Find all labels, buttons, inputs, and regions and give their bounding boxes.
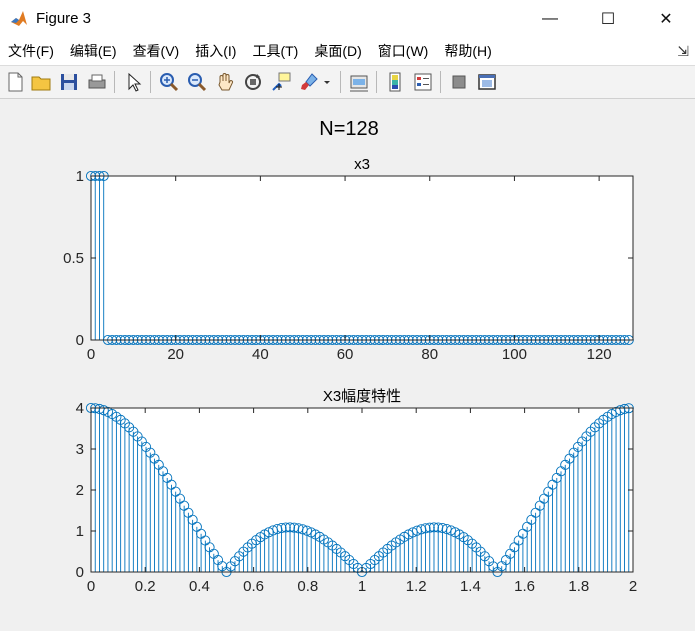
x-tick-label: 1.8 xyxy=(568,578,589,595)
ticks-X3: 0 0.2 0.4 0.6 0.8 1 1.2 1.4 1.6 1.8 2 0 1 2 3 4 xyxy=(76,400,638,595)
stem-marker xyxy=(301,525,313,536)
y-tick-label: 0.5 xyxy=(63,250,84,267)
menu-view[interactable]: 查看(V) xyxy=(132,43,180,59)
print-icon[interactable] xyxy=(86,71,108,93)
data-cursor-icon[interactable] xyxy=(270,71,292,93)
axes-X3-title: X3幅度特性 xyxy=(323,388,401,405)
y-tick-label: 0 xyxy=(76,564,84,581)
stem-marker xyxy=(433,522,444,533)
x-tick-label: 60 xyxy=(337,346,354,363)
y-tick-label: 0 xyxy=(76,332,84,349)
x-tick-label: 0.8 xyxy=(297,578,318,595)
axes-x3-title: x3 xyxy=(354,156,370,173)
open-folder-icon[interactable] xyxy=(30,71,52,93)
menu-window[interactable]: 窗口(W) xyxy=(377,43,429,59)
menu-tools[interactable]: 工具(T) xyxy=(252,43,299,59)
stems-X3 xyxy=(85,402,634,578)
x-tick-label: 80 xyxy=(421,346,438,363)
title-bar: Figure 3 — ☐ ✕ xyxy=(0,0,695,37)
y-tick-label: 3 xyxy=(76,441,84,458)
minimize-button[interactable]: — xyxy=(521,0,579,37)
x-tick-label: 20 xyxy=(167,346,184,363)
x-tick-label: 0.6 xyxy=(243,578,264,595)
rotate-3d-icon[interactable] xyxy=(242,71,264,93)
x-tick-label: 40 xyxy=(252,346,269,363)
maximize-icon: ☐ xyxy=(600,10,616,28)
menu-edit[interactable]: 编辑(E) xyxy=(69,43,117,59)
window-title: Figure 3 xyxy=(36,10,92,27)
figure-canvas: N=128 x3 0 20 40 60 80 100 120 0 0.5 1 X3幅度特性 0 0.… xyxy=(0,99,695,626)
axes-x3: x3 0 20 40 60 80 100 120 0 0.5 1 xyxy=(63,156,634,363)
axes-x3-background xyxy=(91,176,633,340)
close-button[interactable]: ✕ xyxy=(637,0,695,37)
axes-X3-background xyxy=(91,408,633,572)
toolbar-separator xyxy=(440,71,441,93)
colorbar-icon[interactable] xyxy=(384,71,406,93)
toolbar xyxy=(0,66,695,99)
stem-marker xyxy=(428,522,440,533)
zoom-in-icon[interactable] xyxy=(158,71,180,93)
save-icon[interactable] xyxy=(58,71,80,93)
menu-bar: 文件(F) 编辑(E) 查看(V) 插入(I) 工具(T) 桌面(D) 窗口(W… xyxy=(0,37,695,66)
toolbar-separator xyxy=(150,71,151,93)
link-plot-icon[interactable] xyxy=(348,71,370,93)
super-title: N=128 xyxy=(319,118,379,140)
zoom-out-icon[interactable] xyxy=(186,71,208,93)
x-tick-label: 0.4 xyxy=(189,578,210,595)
maximize-button[interactable]: ☐ xyxy=(579,0,637,37)
stem-marker xyxy=(445,525,456,536)
pointer-icon[interactable] xyxy=(122,71,144,93)
menu-dock-icon[interactable]: ⇲ xyxy=(677,43,689,59)
brush-icon[interactable] xyxy=(298,71,320,93)
x-tick-label: 1.6 xyxy=(514,578,535,595)
x-tick-label: 1.2 xyxy=(406,578,427,595)
new-file-icon[interactable] xyxy=(4,71,26,93)
y-tick-label: 1 xyxy=(76,523,84,540)
x-tick-label: 0 xyxy=(87,346,95,363)
stem-marker xyxy=(284,522,296,533)
toolbar-separator xyxy=(114,71,115,93)
menu-help[interactable]: 帮助(H) xyxy=(444,43,492,59)
axes-X3-box xyxy=(90,407,634,573)
y-tick-label: 1 xyxy=(76,168,84,185)
x-tick-label: 0.2 xyxy=(135,578,156,595)
axes-x3-box xyxy=(90,175,634,341)
pan-icon[interactable] xyxy=(214,71,236,93)
x-tick-label: 2 xyxy=(629,578,637,595)
close-icon: ✕ xyxy=(659,10,673,28)
toolbar-separator xyxy=(376,71,377,93)
x-tick-label: 1.4 xyxy=(460,578,481,595)
y-tick-label: 2 xyxy=(76,482,84,499)
x-tick-label: 0 xyxy=(87,578,95,595)
toolbar-separator xyxy=(340,71,341,93)
matlab-logo-icon xyxy=(11,10,27,26)
show-plot-tools-icon[interactable] xyxy=(476,71,498,93)
menu-desktop[interactable]: 桌面(D) xyxy=(314,43,362,59)
legend-icon[interactable] xyxy=(412,71,434,93)
hide-plot-tools-icon[interactable] xyxy=(448,71,470,93)
stem-marker xyxy=(98,405,109,416)
menu-insert[interactable]: 插入(I) xyxy=(195,43,237,59)
chevron-down-icon[interactable] xyxy=(320,71,334,93)
y-tick-label: 4 xyxy=(76,400,84,417)
axes-X3: X3幅度特性 0 0.2 0.4 0.6 0.8 1 1.2 1.4 1.6 1.8 2 0 1 2 3 4 xyxy=(76,388,638,595)
x-tick-label: 120 xyxy=(587,346,612,363)
menu-file[interactable]: 文件(F) xyxy=(8,43,54,59)
x-tick-label: 1 xyxy=(358,578,366,595)
minimize-icon: — xyxy=(542,9,558,27)
x-tick-label: 100 xyxy=(502,346,527,363)
